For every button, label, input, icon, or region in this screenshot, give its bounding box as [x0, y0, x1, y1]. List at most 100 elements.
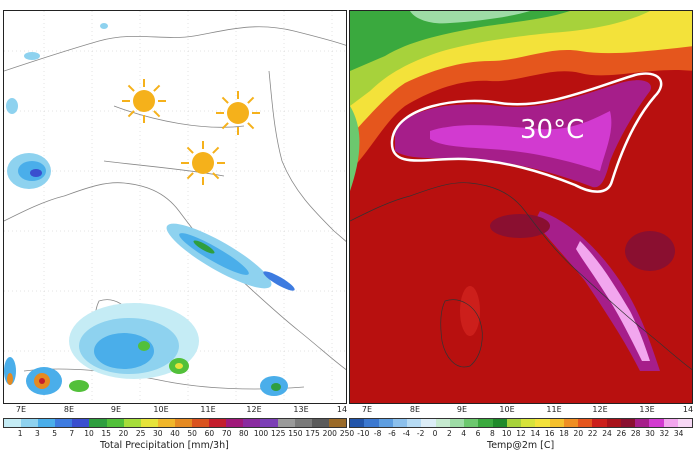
precipitation-cells — [4, 23, 295, 396]
colorbar-swatch — [21, 419, 39, 427]
colorbar-swatch — [592, 419, 607, 427]
colorbar-tick-label: 2 — [446, 429, 452, 438]
temperature-map — [350, 11, 692, 403]
colorbar-tick-label: 24 — [602, 429, 612, 438]
precipitation-map — [4, 11, 346, 403]
colorbar-swatch — [563, 419, 578, 427]
colorbar-swatch — [89, 419, 107, 427]
colorbar-swatch — [464, 419, 479, 427]
colorbar-swatch — [311, 419, 329, 427]
colorbar-tick-label: 10 — [501, 429, 512, 438]
colorbar-swatch — [209, 419, 227, 427]
colorbar-swatch — [55, 419, 73, 427]
colorbar-tick-label: 175 — [305, 429, 320, 438]
colorbar-swatch — [606, 419, 621, 427]
colorbar-swatch — [157, 419, 175, 427]
colorbar-tick-label: 7 — [69, 429, 75, 438]
heat-contour — [390, 72, 663, 193]
colorbar-swatch — [492, 419, 507, 427]
colorbar-swatch — [635, 419, 650, 427]
lon-tick: 14 — [336, 405, 348, 414]
colorbar-tick-label: 1 — [17, 429, 23, 438]
colorbar-tick-label: 12 — [516, 429, 526, 438]
colorbar-swatch — [535, 419, 550, 427]
colorbar-swatch — [407, 419, 422, 427]
colorbar-tick-label: 100 — [253, 429, 269, 438]
colorbar-swatch — [392, 419, 407, 427]
colorbar-swatch — [620, 419, 635, 427]
colorbar-tick-label: 10 — [84, 429, 94, 438]
colorbar-tick-label: 125 — [271, 429, 286, 438]
colorbar-swatch — [4, 419, 22, 427]
colorbar-tick-label: 16 — [544, 429, 555, 438]
lon-tick: 9E — [456, 405, 468, 414]
colorbar-swatch — [226, 419, 244, 427]
precipitation-colorbar-title: Total Precipitation [mm/3h] — [100, 440, 229, 451]
colorbar-tick-label: -8 — [373, 429, 382, 438]
lon-tick: 14 — [682, 405, 694, 414]
colorbar-tick-label: 34 — [673, 429, 684, 438]
coastline — [350, 182, 692, 370]
colorbar-swatch — [174, 419, 193, 427]
colorbar-swatch — [192, 419, 210, 427]
lon-tick: 7E — [361, 405, 373, 414]
right-lon-axis: 7E 8E 9E 10E 11E 12E 13E 14 — [349, 405, 693, 417]
precipitation-map-panel — [3, 10, 347, 404]
lon-tick: 9E — [110, 405, 122, 414]
left-lon-axis: 7E 8E 9E 10E 11E 12E 13E 14 — [3, 405, 347, 417]
colorbar-swatch — [38, 419, 56, 427]
colorbar-tick-label: 8 — [489, 429, 495, 438]
colorbar-tick-label: 18 — [559, 429, 569, 438]
temperature-map-panel: 30°C — [349, 10, 693, 404]
colorbar-swatch — [328, 419, 346, 427]
colorbar-tick-label: 3 — [35, 429, 40, 438]
colorbar-tick-label: 60 — [204, 429, 215, 438]
temperature-colorbar — [349, 418, 693, 428]
lon-tick: 8E — [63, 405, 75, 414]
colorbar-swatch — [123, 419, 141, 427]
precipitation-colorbar — [3, 418, 347, 428]
colorbar-tick-label: 28 — [630, 429, 641, 438]
temperature-colorbar-ticks: -10 -8 -6 -4 -2 0 2 4 6 8 10 12 14 16 18 20 22 24 26 28 30 32… — [349, 429, 693, 440]
colorbar-tick-label: 22 — [587, 429, 598, 438]
colorbar-swatch — [378, 419, 393, 427]
colorbar-tick-label: 4 — [461, 429, 467, 438]
colorbar-swatch — [506, 419, 521, 427]
colorbar-tick-label: 15 — [101, 429, 111, 438]
lon-tick: 12E — [246, 405, 262, 414]
colorbar-tick-label: 20 — [573, 429, 584, 438]
colorbar-tick-label: -4 — [402, 429, 411, 438]
colorbar-swatch — [277, 419, 295, 427]
precipitation-colorbar-ticks: 1 3 5 7 10 15 20 25 30 40 50 60 70 80 100 125 150 175 200 2… — [3, 429, 354, 440]
lon-tick: 13E — [293, 405, 309, 414]
colorbar-swatch — [106, 419, 124, 427]
colorbar-swatch — [140, 419, 158, 427]
colorbar-tick-label: 6 — [475, 429, 481, 438]
colorbar-tick-label: 32 — [659, 429, 670, 438]
colorbar-tick-label: 70 — [221, 429, 232, 438]
colorbar-swatch — [294, 419, 312, 427]
colorbar-tick-label: -6 — [388, 429, 396, 438]
colorbar-swatch — [350, 419, 365, 427]
colorbar-tick-label: 30 — [153, 429, 163, 438]
colorbar-tick-label: 40 — [170, 429, 180, 438]
colorbar-tick-label: 0 — [432, 429, 438, 438]
lon-tick: 13E — [639, 405, 655, 414]
lon-tick: 12E — [592, 405, 608, 414]
colorbar-swatch — [663, 419, 678, 427]
lon-tick: 7E — [15, 405, 27, 414]
temperature-colorbar-title: Temp@2m [C] — [487, 440, 555, 451]
colorbar-swatch — [478, 419, 493, 427]
colorbar-tick-label: 5 — [52, 429, 57, 438]
sun-icon — [181, 141, 225, 185]
colorbar-swatch — [243, 419, 261, 427]
temperature-fields — [350, 11, 692, 371]
colorbar-swatch — [677, 419, 692, 427]
colorbar-swatch — [260, 419, 278, 427]
colorbar-swatch — [649, 419, 664, 427]
colorbar-swatch — [435, 419, 450, 427]
colorbar-swatch — [364, 419, 379, 427]
colorbar-tick-label: 20 — [118, 429, 129, 438]
colorbar-tick-label: 50 — [187, 429, 197, 438]
colorbar-tick-label: 250 — [339, 429, 355, 438]
